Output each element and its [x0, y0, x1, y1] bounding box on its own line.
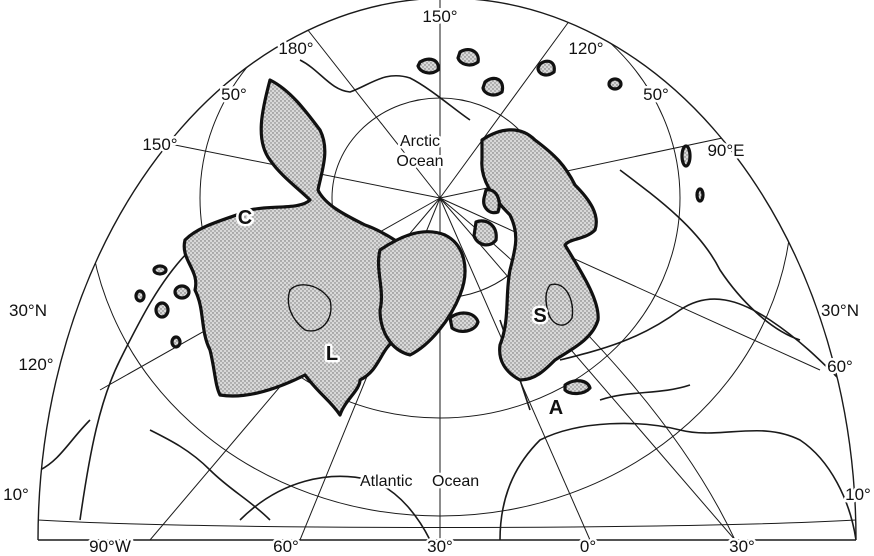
coast-africa: [499, 422, 856, 541]
atlantic-ocean-label-word2: Ocean: [432, 473, 479, 490]
lon-label-90w: 90°W: [89, 537, 131, 556]
lat-label-50-left: 50°: [221, 85, 247, 104]
ice-contour-scand: [545, 283, 574, 326]
lon-label-60-right: 60°: [827, 357, 853, 376]
coast-asia: [619, 169, 801, 341]
ice-island-10: [152, 264, 168, 276]
coast-baja: [39, 419, 91, 471]
ice-island-14: [170, 335, 182, 349]
ice-island-2: [482, 188, 501, 215]
arctic-ocean-label-line1: Arctic: [400, 133, 440, 150]
lon-label-120-left: 120°: [18, 355, 53, 374]
lon-label-180: 180°: [278, 39, 313, 58]
atlantic-ocean-label-word1: Atlantic: [360, 473, 412, 490]
ice-sheet-label-s: S: [533, 305, 546, 327]
latitude-10-line: [38, 519, 856, 528]
lat-label-50-right: 50°: [643, 85, 669, 104]
ice-sheet-label-c: C: [238, 207, 252, 229]
ice-island-5: [536, 59, 556, 77]
coast-central-america: [149, 429, 271, 521]
lon-label-60-bottom: 60°: [273, 537, 299, 556]
map-border-arc: [37, 0, 857, 541]
ice-sheet-label-a: A: [549, 397, 563, 419]
coast-europe: [559, 298, 841, 381]
ice-sheet-greenland: [376, 230, 467, 357]
ice-sheet-scandinavian: [480, 128, 600, 382]
ice-sheet-alps: [563, 379, 592, 396]
ice-island-13: [134, 289, 146, 303]
ice-sheet-laurentide: [182, 78, 413, 417]
ice-sheets: [134, 48, 705, 417]
ice-contour-hudson: [287, 284, 332, 332]
lat-label-30n-left: 30°N: [9, 301, 47, 320]
ice-island-11: [173, 284, 191, 300]
coast-arctic-north: [299, 59, 471, 121]
ice-island-7: [607, 77, 623, 91]
lat-label-30n-right: 30°N: [821, 301, 859, 320]
arctic-ocean-label-line2: Ocean: [396, 153, 443, 170]
ice-island-3: [456, 48, 480, 67]
ice-island-8: [680, 144, 692, 168]
lat-label-10-left: 10°: [3, 485, 29, 504]
ice-sheet-label-l: L: [326, 343, 338, 365]
lon-label-150-left: 150°: [142, 135, 177, 154]
lon-label-30-bottom: 30°: [427, 537, 453, 556]
lon-label-150-top: 150°: [422, 7, 457, 26]
ice-sheet-iceland: [448, 311, 480, 333]
coast-south-america: [239, 475, 431, 541]
ice-island-1: [472, 219, 498, 247]
ice-island-9: [695, 187, 705, 203]
lat-label-10-right: 10°: [845, 485, 871, 504]
coast-mediterranean: [599, 384, 691, 401]
lon-label-30e: 30°: [729, 537, 755, 556]
lon-label-120-top: 120°: [568, 39, 603, 58]
ice-island-12: [154, 301, 170, 319]
lon-label-90e: 90°E: [707, 141, 744, 160]
coast-na-west: [79, 249, 191, 521]
lon-label-0: 0°: [580, 537, 596, 556]
ice-island-6: [481, 76, 505, 97]
ice-island-4: [416, 57, 440, 75]
